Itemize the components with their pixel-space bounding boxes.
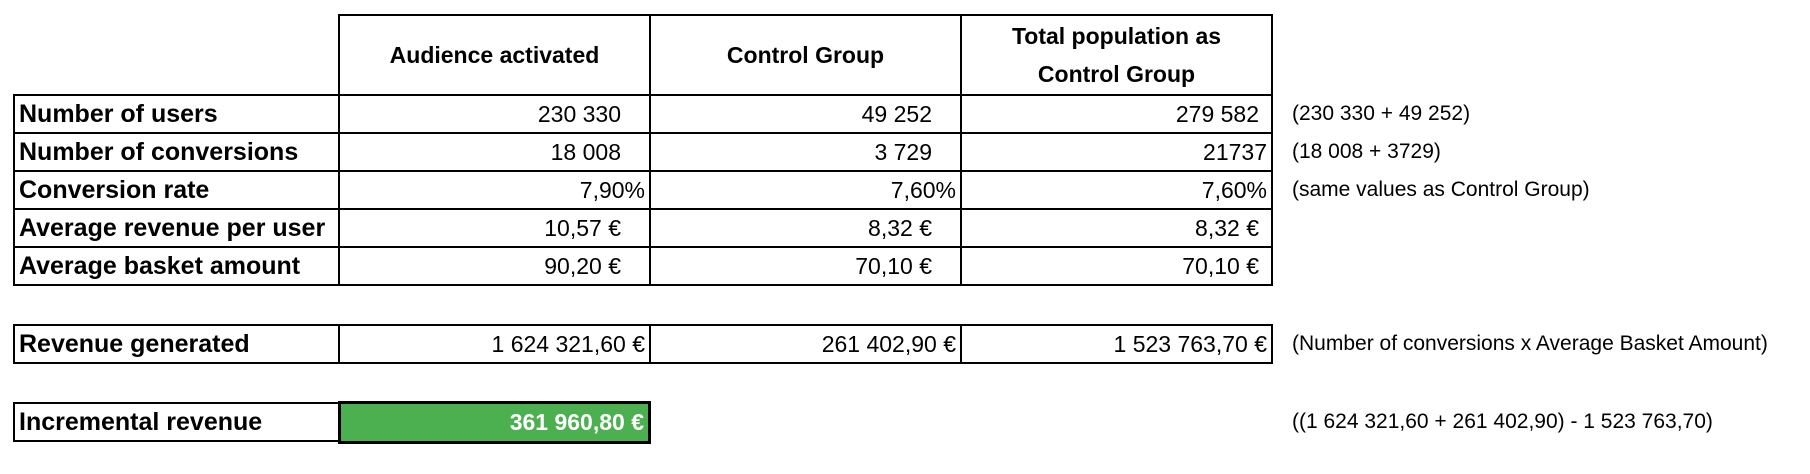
note-number-of-conversions: (18 008 + 3729) (1292, 140, 1441, 163)
cell-total-conversion-rate: 7,60% (960, 170, 1273, 210)
row-label-average-basket-amount: Average basket amount (13, 246, 340, 286)
cell-control-number-of-conversions: 3 729 (649, 132, 962, 172)
note-revenue-generated: (Number of conversions x Average Basket … (1292, 332, 1768, 355)
cell-control-conversion-rate: 7,60% (649, 170, 962, 210)
cell-control-average-revenue-per-user: 8,32 € (649, 208, 962, 248)
column-header-label: Audience activated (389, 42, 600, 68)
cell-audience-number-of-conversions: 18 008 (338, 132, 651, 172)
cell-audience-average-revenue-per-user: 10,57 € (338, 208, 651, 248)
cell-audience-conversion-rate: 7,90% (338, 170, 651, 210)
row-label-conversion-rate: Conversion rate (13, 170, 340, 210)
cell-total-number-of-users: 279 582 (960, 94, 1273, 134)
cell-total-number-of-conversions: 21737 (960, 132, 1273, 172)
column-header-control-group: Control Group (649, 14, 962, 96)
row-label-incremental-revenue: Incremental revenue (13, 402, 340, 442)
cell-total-revenue-generated: 1 523 763,70 € (960, 324, 1273, 364)
column-header-total-population: Total population as Control Group (960, 14, 1273, 96)
row-label-revenue-generated: Revenue generated (13, 324, 340, 364)
note-conversion-rate: (same values as Control Group) (1292, 178, 1590, 201)
row-label-number-of-users: Number of users (13, 94, 340, 134)
row-label-number-of-conversions: Number of conversions (13, 132, 340, 172)
cell-control-revenue-generated: 261 402,90 € (649, 324, 962, 364)
cell-total-average-basket-amount: 70,10 € (960, 246, 1273, 286)
note-incremental-revenue: ((1 624 321,60 + 261 402,90) - 1 523 763… (1292, 410, 1713, 433)
note-number-of-users: (230 330 + 49 252) (1292, 102, 1471, 125)
row-label-average-revenue-per-user: Average revenue per user (13, 208, 340, 248)
cell-total-average-revenue-per-user: 8,32 € (960, 208, 1273, 248)
cell-audience-revenue-generated: 1 624 321,60 € (338, 324, 651, 364)
cell-incremental-revenue-value: 361 960,80 € (338, 401, 651, 444)
column-header-audience-activated: Audience activated (338, 14, 651, 96)
cell-audience-number-of-users: 230 330 (338, 94, 651, 134)
column-header-label: Control Group (726, 42, 885, 68)
cell-audience-average-basket-amount: 90,20 € (338, 246, 651, 286)
column-header-label: Total population as Control Group (1011, 23, 1222, 87)
cell-control-number-of-users: 49 252 (649, 94, 962, 134)
cell-control-average-basket-amount: 70,10 € (649, 246, 962, 286)
